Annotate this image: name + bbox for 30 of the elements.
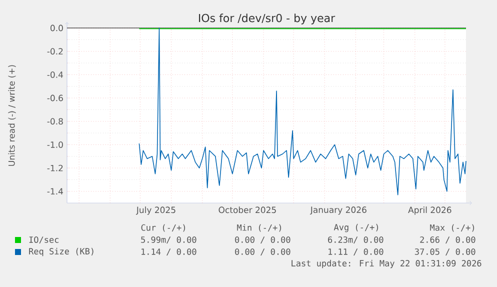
y-tick-label: -0.6 xyxy=(47,94,63,102)
y-tick-label: 0.0 xyxy=(50,24,63,32)
text: 0.00 / 0.00 xyxy=(235,236,290,244)
line-series xyxy=(138,28,466,196)
y-tick-label: -0.8 xyxy=(47,118,63,125)
text: 1.11 / 0.00 xyxy=(328,248,384,256)
legend-label: IO/sec xyxy=(29,236,59,244)
x-tick-label: October 2025 xyxy=(218,206,276,214)
x-tick-label: January 2026 xyxy=(310,206,366,215)
legend-label: Req Size (KB) xyxy=(29,248,94,256)
y-axis-title: Units read (-) / write (+) xyxy=(8,65,16,166)
text: Last update: Fri May 22 01:31:09 2026 xyxy=(292,260,482,268)
y-tick-label: -0.4 xyxy=(47,71,63,78)
text: Max (-/+) xyxy=(430,224,474,232)
text: 2.66 / 0.00 xyxy=(420,236,476,244)
text: Min (-/+) xyxy=(237,224,282,232)
text: 6.23m/ 0.00 xyxy=(328,236,384,244)
y-tick-label: -1.2 xyxy=(47,164,63,172)
text: 1.14 / 0.00 xyxy=(142,248,196,256)
y-tick-label: -1.4 xyxy=(47,188,63,194)
x-tick-label: April 2026 xyxy=(408,206,452,215)
text: 37.05 / 0.00 xyxy=(414,248,476,256)
x-tick-label: July 2025 xyxy=(136,206,176,215)
text: Cur (-/+) xyxy=(141,224,186,232)
chart-title: IOs for /dev/sr0 - by year xyxy=(199,14,336,24)
text: 5.99m/ 0.00 xyxy=(141,236,196,244)
text: Avg (-/+) xyxy=(334,224,378,232)
y-tick-label: -0.2 xyxy=(47,48,63,55)
text: 0.00 / 0.00 xyxy=(235,248,290,256)
y-tick-label: -1.0 xyxy=(47,141,63,148)
